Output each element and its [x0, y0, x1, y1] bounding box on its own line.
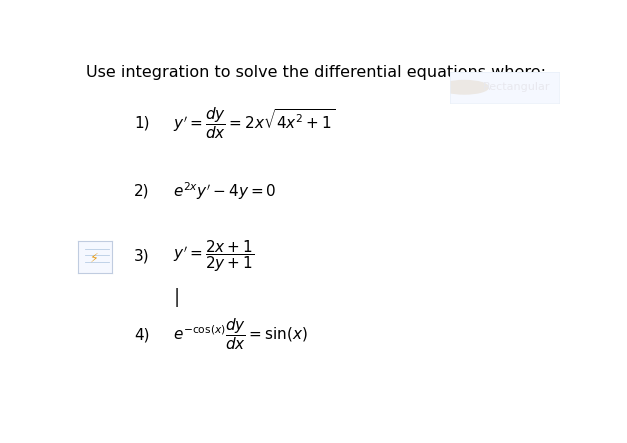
Text: $e^{2x}y' - 4y = 0$: $e^{2x}y' - 4y = 0$: [173, 180, 277, 202]
Text: $y' = \dfrac{dy}{dx} = 2x\sqrt{4x^2 + 1}$: $y' = \dfrac{dy}{dx} = 2x\sqrt{4x^2 + 1}…: [173, 105, 335, 141]
Text: $y' = \dfrac{2x+1}{2y+1}$: $y' = \dfrac{2x+1}{2y+1}$: [173, 238, 255, 274]
Text: Use integration to solve the differential equations where:: Use integration to solve the differentia…: [86, 65, 545, 80]
Text: 4): 4): [134, 327, 150, 342]
Text: |: |: [173, 288, 179, 307]
Text: 2): 2): [134, 184, 150, 199]
Text: 3): 3): [134, 249, 150, 264]
Text: $e^{-\cos(x)}\dfrac{dy}{dx} = \sin(x)$: $e^{-\cos(x)}\dfrac{dy}{dx} = \sin(x)$: [173, 317, 308, 353]
Text: 1): 1): [134, 116, 150, 131]
